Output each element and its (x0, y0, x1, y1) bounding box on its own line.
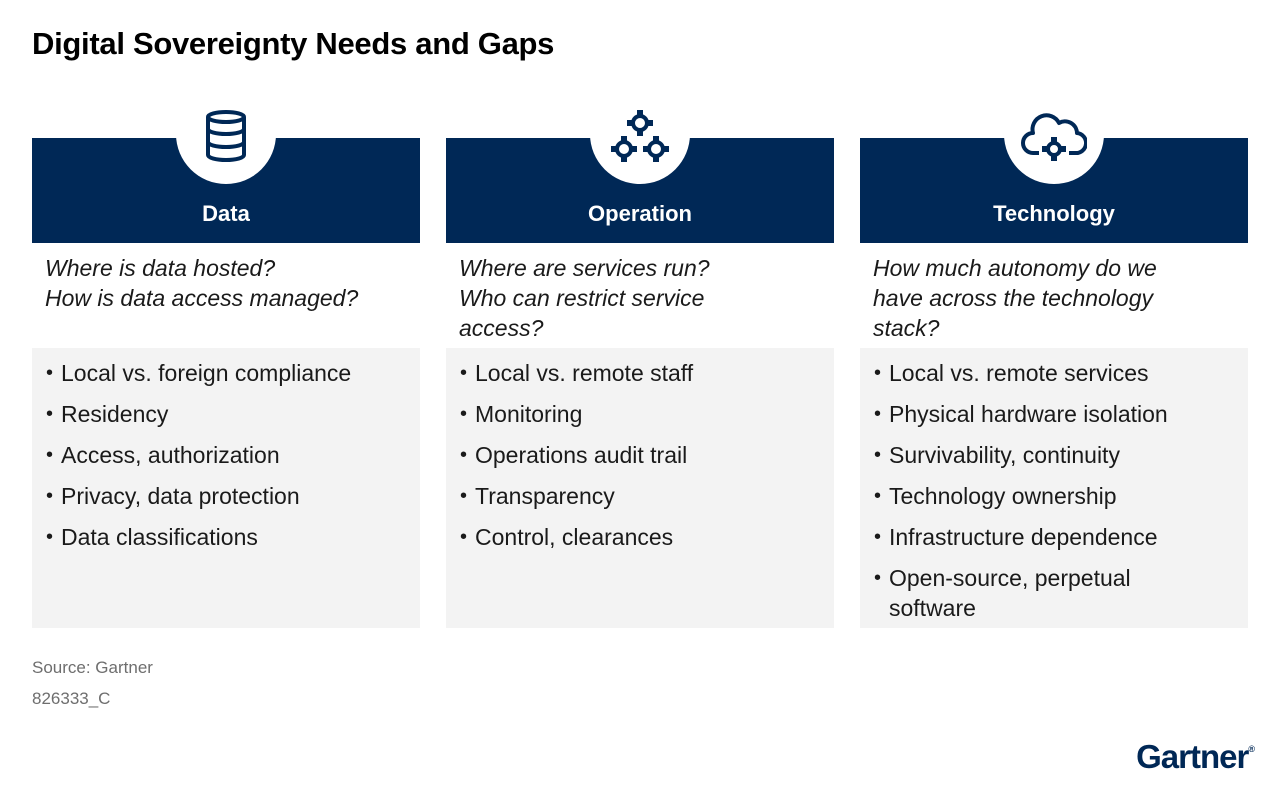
question-line: stack? (873, 315, 940, 341)
needs-list: Local vs. remote staff Monitoring Operat… (446, 348, 834, 628)
list-item: Technology ownership (874, 481, 1238, 511)
column-questions: How much autonomy do we have across the … (860, 243, 1248, 348)
registered-mark: ® (1248, 744, 1255, 754)
question-line: have across the technology (873, 285, 1154, 311)
column-header: Operation (446, 98, 834, 243)
logo-text: Gartner (1136, 738, 1249, 775)
column-technology: Technology How much autonomy do we have … (860, 98, 1248, 628)
page-title: Digital Sovereignty Needs and Gaps (32, 26, 555, 61)
list-item: Open-source, perpetual software (874, 563, 1159, 623)
list-item: Local vs. remote staff (460, 358, 824, 388)
icon-badge (590, 98, 690, 184)
column-title: Operation (588, 201, 692, 226)
column-header: Technology (860, 98, 1248, 243)
source-note: Source: Gartner (32, 658, 153, 677)
list-item: Infrastructure dependence (874, 522, 1238, 552)
question-line: How much autonomy do we (873, 255, 1157, 281)
column-questions: Where is data hosted? How is data access… (32, 243, 420, 348)
needs-list: Local vs. remote services Physical hardw… (860, 348, 1248, 628)
list-item: Monitoring (460, 399, 824, 429)
needs-list: Local vs. foreign compliance Residency A… (32, 348, 420, 628)
list-item: Data classifications (46, 522, 410, 552)
column-title: Technology (993, 201, 1115, 226)
question-line: How is data access managed? (45, 285, 359, 311)
list-item: Access, authorization (46, 440, 410, 470)
column-operation: Operation Where are services run? Who ca… (446, 98, 834, 628)
list-item: Local vs. foreign compliance (46, 358, 410, 388)
list-item: Privacy, data protection (46, 481, 410, 511)
database-icon (206, 110, 246, 162)
icon-badge (176, 98, 276, 184)
question-line: Who can restrict service (459, 285, 705, 311)
list-item: Physical hardware isolation (874, 399, 1238, 429)
gartner-logo: Gartner® (1136, 738, 1255, 776)
icon-badge (1004, 98, 1104, 184)
list-item: Operations audit trail (460, 440, 824, 470)
question-line: Where are services run? (459, 255, 710, 281)
column-data: Data Where is data hosted? How is data a… (32, 98, 420, 628)
list-item: Residency (46, 399, 410, 429)
list-item: Transparency (460, 481, 824, 511)
column-questions: Where are services run? Who can restrict… (446, 243, 834, 348)
column-title: Data (202, 201, 250, 226)
question-line: access? (459, 315, 544, 341)
question-line: Where is data hosted? (45, 255, 276, 281)
column-header: Data (32, 98, 420, 243)
gears-icon (611, 110, 669, 162)
cloud-gear-icon (1021, 113, 1087, 161)
list-item: Control, clearances (460, 522, 824, 552)
figure-code: 826333_C (32, 689, 111, 708)
list-item: Survivability, continuity (874, 440, 1238, 470)
list-item: Local vs. remote services (874, 358, 1238, 388)
